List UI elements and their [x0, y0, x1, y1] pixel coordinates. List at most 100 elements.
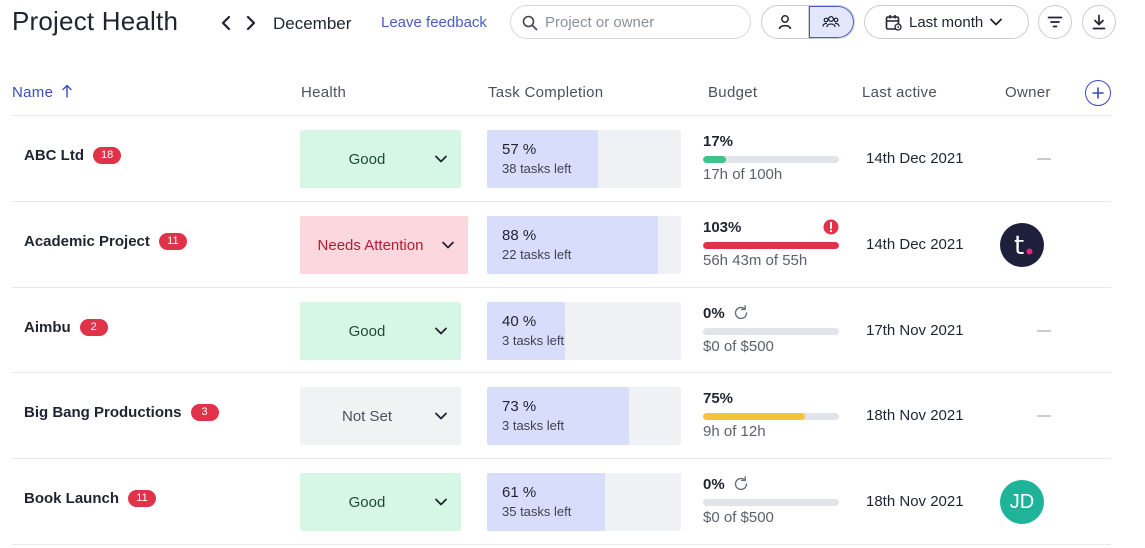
last-active-date: 17th Nov 2021 — [866, 322, 964, 339]
chevron-right-icon — [246, 15, 256, 31]
tasks-left: 3 tasks left — [502, 333, 565, 348]
chevron-down-icon — [990, 18, 1003, 26]
refresh-icon[interactable] — [732, 475, 750, 493]
chevron-down-icon — [435, 412, 447, 420]
budget-bar-fill — [703, 242, 839, 249]
task-progress-fill — [487, 216, 658, 274]
task-percent: 57 % — [502, 141, 537, 158]
health-label: Good — [348, 493, 386, 511]
owner-logo-icon: t — [1014, 231, 1033, 261]
users-icon — [822, 15, 841, 28]
chevron-left-icon — [221, 15, 231, 31]
budget-percent: 0% — [703, 476, 725, 493]
period-select[interactable]: Last month — [864, 5, 1029, 39]
project-name[interactable]: Big Bang Productions — [24, 404, 182, 421]
chevron-down-icon — [435, 327, 447, 335]
health-dropdown[interactable]: Not Set — [300, 387, 461, 445]
project-name-cell: Aimbu 2 — [24, 319, 108, 336]
filter-button[interactable] — [1038, 5, 1072, 39]
download-button[interactable] — [1082, 5, 1116, 39]
owner-empty-dash[interactable] — [1037, 158, 1051, 160]
table-row[interactable]: ABC Ltd 18 Good 57 % 38 tasks left 17% 1… — [12, 115, 1111, 201]
budget-detail: $0 of $500 — [703, 509, 774, 526]
count-badge: 11 — [128, 490, 157, 507]
single-user-view-button[interactable] — [762, 6, 808, 38]
budget-bar — [703, 242, 839, 249]
view-toggle[interactable] — [761, 5, 855, 39]
add-column-button[interactable] — [1085, 80, 1111, 106]
task-completion-cell: 61 % 35 tasks left — [487, 473, 681, 531]
next-month-button[interactable] — [241, 12, 261, 34]
plus-icon — [1092, 87, 1104, 99]
page-header: Project Health December Leave feedback L… — [0, 0, 1145, 46]
count-badge: 3 — [190, 404, 219, 421]
owner-empty-dash[interactable] — [1037, 415, 1051, 417]
column-header-budget[interactable]: Budget — [708, 84, 758, 101]
download-icon — [1092, 14, 1106, 30]
prev-month-button[interactable] — [216, 12, 236, 34]
health-dropdown[interactable]: Good — [300, 473, 461, 531]
owner-empty-dash[interactable] — [1037, 330, 1051, 332]
budget-cell: 17% 17h of 100h — [703, 132, 839, 190]
budget-percent: 103% — [703, 219, 742, 236]
column-header-owner[interactable]: Owner — [1005, 84, 1051, 101]
project-name-cell: Book Launch 11 — [24, 490, 157, 507]
team-view-button[interactable] — [807, 6, 854, 38]
period-label: Last month — [909, 13, 984, 31]
project-name[interactable]: ABC Ltd — [24, 147, 84, 164]
leave-feedback-link[interactable]: Leave feedback — [381, 14, 487, 31]
task-percent: 61 % — [502, 484, 537, 501]
table-row[interactable]: Aimbu 2 Good 40 % 3 tasks left 0% $0 of … — [12, 287, 1111, 373]
task-percent: 40 % — [502, 313, 537, 330]
column-header-health[interactable]: Health — [301, 84, 347, 101]
project-name-cell: Academic Project 11 — [24, 233, 187, 250]
tasks-left: 38 tasks left — [502, 161, 572, 176]
budget-percent: 0% — [703, 305, 725, 322]
budget-cell: 75% 9h of 12h — [703, 389, 839, 447]
last-active-date: 18th Nov 2021 — [866, 493, 964, 510]
last-active-date: 14th Dec 2021 — [866, 236, 964, 253]
table-row[interactable]: Academic Project 11 Needs Attention 88 %… — [12, 201, 1111, 287]
search-box[interactable] — [510, 5, 751, 39]
search-icon — [522, 15, 538, 31]
tasks-left: 22 tasks left — [502, 247, 572, 262]
column-header-name[interactable]: Name — [12, 84, 73, 101]
health-dropdown[interactable]: Good — [300, 130, 461, 188]
task-percent: 73 % — [502, 398, 537, 415]
filter-icon — [1047, 16, 1063, 28]
health-label: Not Set — [341, 407, 393, 425]
count-badge: 2 — [79, 319, 108, 336]
count-badge: 11 — [158, 233, 187, 250]
tasks-left: 35 tasks left — [502, 504, 572, 519]
user-icon — [778, 15, 792, 30]
budget-bar-fill — [703, 413, 805, 420]
calendar-icon — [885, 14, 902, 31]
task-progress-fill — [487, 302, 565, 360]
table-bottom-divider — [12, 544, 1111, 545]
task-completion-cell: 57 % 38 tasks left — [487, 130, 681, 188]
health-label: Needs Attention — [317, 236, 424, 254]
health-dropdown[interactable]: Needs Attention — [300, 216, 468, 274]
budget-bar — [703, 413, 839, 420]
current-month: December — [273, 14, 352, 33]
owner-avatar[interactable]: JD — [1000, 480, 1044, 524]
task-completion-cell: 88 % 22 tasks left — [487, 216, 681, 274]
project-name[interactable]: Book Launch — [24, 490, 120, 507]
table-row[interactable]: Big Bang Productions 3 Not Set 73 % 3 ta… — [12, 372, 1111, 458]
project-name[interactable]: Aimbu — [24, 319, 71, 336]
chevron-down-icon — [435, 155, 447, 163]
column-header-task-completion[interactable]: Task Completion — [488, 84, 604, 101]
search-input[interactable] — [545, 12, 745, 32]
project-name[interactable]: Academic Project — [24, 233, 150, 250]
owner-avatar[interactable]: t — [1000, 223, 1044, 267]
health-dropdown[interactable]: Good — [300, 302, 461, 360]
task-completion-cell: 40 % 3 tasks left — [487, 302, 681, 360]
table-row[interactable]: Book Launch 11 Good 61 % 35 tasks left 0… — [12, 458, 1111, 544]
task-percent: 88 % — [502, 227, 537, 244]
chevron-down-icon — [435, 498, 447, 506]
last-active-date: 14th Dec 2021 — [866, 150, 964, 167]
chevron-down-icon — [442, 241, 454, 249]
budget-detail: 9h of 12h — [703, 423, 766, 440]
column-header-last-active[interactable]: Last active — [862, 84, 938, 101]
refresh-icon[interactable] — [732, 304, 750, 322]
